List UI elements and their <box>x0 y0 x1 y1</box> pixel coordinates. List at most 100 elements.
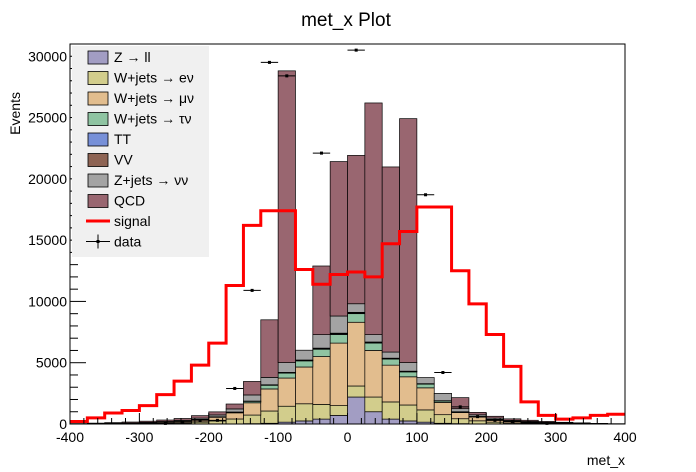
bar-7-2 <box>104 422 123 424</box>
bar-1-15 <box>329 405 348 416</box>
bar-7-19 <box>399 118 418 363</box>
bar-2-19 <box>399 376 418 406</box>
bar-6-12 <box>277 362 296 373</box>
bar-6-14 <box>312 334 331 349</box>
bar-7-3 <box>121 421 140 424</box>
bar-1-17 <box>364 396 383 413</box>
bar-7-16 <box>347 155 366 305</box>
y-tick-label-2: 10000 <box>28 293 67 309</box>
bar-0-14 <box>312 418 331 425</box>
bar-1-14 <box>312 404 331 420</box>
data-series <box>156 48 556 425</box>
legend-swatch-0 <box>87 50 109 65</box>
legend-swatch-1 <box>87 71 109 85</box>
bar-1-19 <box>399 404 418 422</box>
bar-7-23 <box>468 412 487 416</box>
bar-2-14 <box>312 356 331 405</box>
data-point-19 <box>476 415 480 419</box>
bar-3-12 <box>277 372 296 379</box>
data-point-1 <box>163 421 167 425</box>
y-tick-label-0: 0 <box>59 416 67 432</box>
bar-6-22 <box>451 408 470 413</box>
legend-label-7: QCD <box>114 193 145 209</box>
y-axis-label: Events <box>7 92 23 135</box>
bar-7-18 <box>381 166 400 353</box>
x-axis: -400 -300 -200 -100 0 100 200 300 400 <box>56 413 637 445</box>
bar-1-22 <box>451 418 470 424</box>
bar-6-11 <box>260 377 279 386</box>
bar-6-10 <box>243 394 262 402</box>
data-point-7 <box>267 60 271 64</box>
bar-2-10 <box>243 402 262 416</box>
bar-1-9 <box>225 418 244 425</box>
bar-1-12 <box>277 405 296 423</box>
bar-3-16 <box>347 313 366 323</box>
x-tick-label-6: 200 <box>475 429 499 445</box>
x-tick-label-8: 400 <box>613 429 637 445</box>
legend-swatch-4 <box>87 132 109 147</box>
y-tick-label-6: 30000 <box>28 48 67 64</box>
data-point-18 <box>458 405 462 409</box>
bar-3-11 <box>260 384 279 390</box>
bar-3-13 <box>295 360 314 368</box>
data-point-3 <box>198 419 202 423</box>
bar-7-11 <box>260 319 279 378</box>
bar-7-22 <box>451 397 470 410</box>
bar-0-18 <box>381 418 400 425</box>
data-point-5 <box>233 386 237 390</box>
x-tick-label-7: 300 <box>544 429 568 445</box>
bar-3-17 <box>364 342 383 351</box>
bar-7-24 <box>485 415 504 419</box>
y-tick-label-1: 5000 <box>36 355 67 371</box>
bar-7-5 <box>156 419 175 422</box>
y-tick-label-3: 15000 <box>28 232 67 248</box>
bar-7-6 <box>173 418 192 421</box>
data-point-2 <box>181 421 185 425</box>
legend-label-4: TT <box>114 131 132 147</box>
bar-6-20 <box>416 377 435 385</box>
bar-6-19 <box>399 362 418 372</box>
bar-2-13 <box>295 366 314 405</box>
legend-label-2: W+jets → μν <box>114 90 194 106</box>
data-point-23 <box>545 421 549 425</box>
legend-swatch-9 <box>96 240 100 243</box>
legend-swatch-6 <box>87 173 109 188</box>
data-point-4 <box>215 418 219 422</box>
bar-0-15 <box>329 415 348 425</box>
bar-6-15 <box>329 315 348 334</box>
signal-series <box>70 205 625 424</box>
data-point-20 <box>493 418 497 422</box>
bar-7-7 <box>191 415 210 419</box>
legend-swatch-7 <box>87 194 109 208</box>
bar-2-16 <box>347 321 366 387</box>
bar-1-11 <box>260 410 279 424</box>
bar-6-13 <box>295 349 314 361</box>
x-tick-label-3: -100 <box>264 429 292 445</box>
bar-6-9 <box>225 408 244 413</box>
bar-3-20 <box>416 383 435 389</box>
bar-2-15 <box>329 342 348 406</box>
data-point-12 <box>354 48 358 52</box>
legend-label-8: signal <box>114 213 151 229</box>
bar-3-19 <box>399 371 418 378</box>
bar-7-17 <box>364 102 383 335</box>
bar-2-22 <box>451 412 470 420</box>
bar-2-12 <box>277 377 296 407</box>
legend-label-6: Z+jets → νν <box>114 172 188 188</box>
bar-7-28 <box>555 421 574 424</box>
data-point-8 <box>285 74 289 78</box>
legend-swatch-5 <box>87 153 109 167</box>
data-point-10 <box>319 151 323 155</box>
signal-line <box>70 205 625 424</box>
stacked-bars <box>69 70 626 425</box>
bar-1-21 <box>433 414 452 424</box>
data-point-16 <box>424 193 428 197</box>
bar-2-11 <box>260 388 279 412</box>
bar-2-17 <box>364 350 383 398</box>
bar-1-18 <box>381 401 400 420</box>
y-tick-label-4: 20000 <box>28 171 67 187</box>
bar-0-17 <box>364 411 383 425</box>
legend-label-5: VV <box>114 152 133 168</box>
x-tick-label-4: 0 <box>344 429 352 445</box>
bar-6-18 <box>381 351 400 359</box>
